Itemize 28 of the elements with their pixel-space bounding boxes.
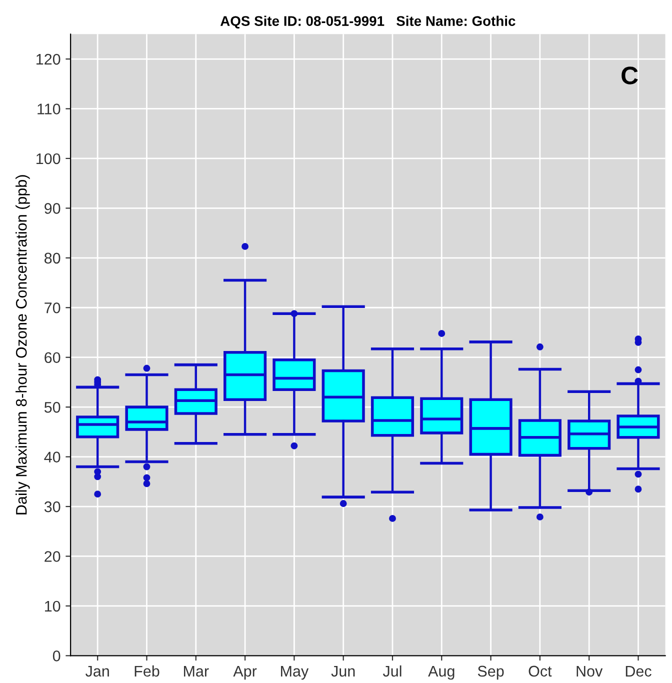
y-tick-label: 10 bbox=[45, 600, 60, 612]
y-tick-label: 40 bbox=[44, 452, 60, 462]
y-tick-label: 60 bbox=[44, 352, 60, 364]
y-tick-label: 120 bbox=[36, 54, 60, 65]
x-tick-label: Sep bbox=[478, 666, 504, 680]
x-tick-label: Oct bbox=[528, 666, 552, 677]
y-tick-label: 90 bbox=[44, 203, 60, 214]
y-axis-title: Daily Maximum 8-hour Ozone Concentration (ppb) bbox=[16, 175, 30, 514]
x-tick-label: Apr bbox=[233, 666, 257, 680]
annotation: C bbox=[622, 66, 638, 84]
x-tick-label: May bbox=[281, 666, 309, 680]
y-tick-label: 110 bbox=[38, 104, 60, 114]
y-tick-label: 80 bbox=[44, 252, 60, 264]
y-tick-label: 30 bbox=[44, 501, 60, 512]
x-tick-label: Jun bbox=[331, 666, 355, 677]
y-tick-label: 100 bbox=[36, 153, 60, 164]
x-tick-label: Mar bbox=[184, 666, 209, 677]
x-tick-label: Nov bbox=[576, 666, 603, 677]
chart-title: AQS Site ID: 08-051-9991 Site Name: Gothic bbox=[220, 16, 516, 29]
y-tick-label: 20 bbox=[44, 551, 60, 562]
x-tick-label: Aug bbox=[428, 666, 454, 680]
x-tick-label: Jul bbox=[382, 665, 402, 677]
x-tick-label: Dec bbox=[626, 666, 652, 677]
y-tick-label: 0 bbox=[52, 650, 60, 662]
y-tick-label: 50 bbox=[44, 402, 60, 413]
x-tick-label: Jan bbox=[86, 666, 109, 677]
x-tick-label: Feb bbox=[134, 665, 160, 677]
y-tick-label: 70 bbox=[44, 302, 60, 314]
